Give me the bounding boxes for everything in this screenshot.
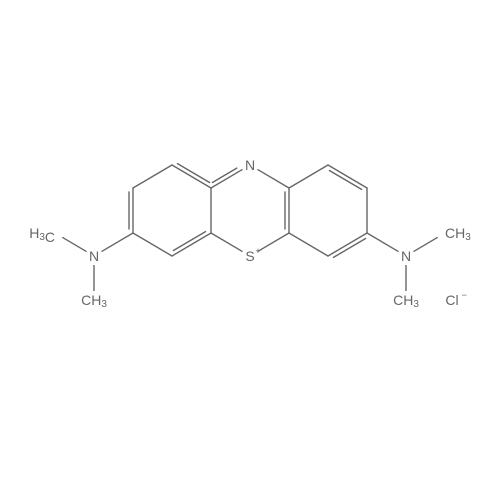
atom-label-mR1: CH3 [442,224,471,243]
atom-label-n1: N [243,156,258,174]
atom-label-nR: N [399,247,414,265]
svg-text:N: N [401,248,411,264]
svg-text:N: N [89,248,99,264]
svg-text:−: − [462,290,467,300]
atom-label-mL1: H3C [29,224,58,245]
atom-label-cl: Cl− [440,290,467,309]
atom-label-mR2: CH3 [391,291,420,310]
atom-label-mL2: CH3 [79,291,108,310]
svg-text:Cl: Cl [445,292,458,308]
svg-text:S: S [245,248,254,264]
molecule-diagram: N S+ N H3C CH3 N CH3 CH3 Cl− [0,0,500,500]
svg-text:N: N [245,157,255,173]
svg-text:+: + [255,246,260,256]
atom-label-s: S+ [243,246,261,265]
atom-label-nL: N [87,247,102,265]
